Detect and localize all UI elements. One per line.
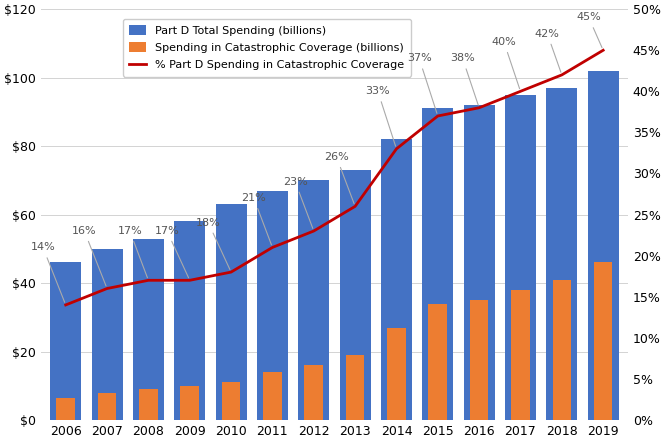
- Bar: [553, 280, 571, 420]
- Bar: [346, 355, 364, 420]
- % Part D Spending in Catastrophic Coverage: [517, 89, 525, 94]
- Bar: [139, 389, 158, 420]
- % Part D Spending in Catastrophic Coverage: [558, 72, 566, 77]
- Text: 45%: 45%: [577, 12, 602, 48]
- % Part D Spending in Catastrophic Coverage: [103, 286, 111, 291]
- Bar: [305, 365, 323, 420]
- Text: 23%: 23%: [283, 177, 313, 229]
- Text: 37%: 37%: [407, 53, 437, 113]
- % Part D Spending in Catastrophic Coverage: [227, 270, 235, 275]
- % Part D Spending in Catastrophic Coverage: [599, 48, 607, 53]
- Bar: [133, 239, 164, 420]
- % Part D Spending in Catastrophic Coverage: [186, 278, 194, 283]
- Text: 38%: 38%: [450, 53, 478, 105]
- % Part D Spending in Catastrophic Coverage: [392, 146, 400, 152]
- Bar: [470, 300, 488, 420]
- Bar: [387, 328, 406, 420]
- Text: 17%: 17%: [155, 226, 189, 278]
- % Part D Spending in Catastrophic Coverage: [62, 302, 70, 308]
- Bar: [505, 95, 536, 420]
- % Part D Spending in Catastrophic Coverage: [144, 278, 152, 283]
- Bar: [464, 105, 495, 420]
- Bar: [215, 204, 247, 420]
- Text: 16%: 16%: [72, 226, 106, 286]
- Bar: [50, 263, 81, 420]
- Bar: [340, 170, 370, 420]
- % Part D Spending in Catastrophic Coverage: [475, 105, 483, 110]
- Bar: [257, 191, 288, 420]
- Bar: [594, 263, 612, 420]
- Bar: [422, 108, 454, 420]
- Text: 21%: 21%: [241, 193, 271, 245]
- Text: 42%: 42%: [535, 29, 561, 72]
- Bar: [180, 386, 199, 420]
- Text: 14%: 14%: [31, 242, 65, 302]
- Bar: [263, 372, 282, 420]
- Bar: [299, 180, 329, 420]
- Text: 40%: 40%: [491, 37, 519, 89]
- Bar: [588, 71, 618, 420]
- Text: 18%: 18%: [196, 218, 230, 270]
- Bar: [547, 88, 577, 420]
- % Part D Spending in Catastrophic Coverage: [434, 113, 442, 118]
- Bar: [381, 139, 412, 420]
- Text: 26%: 26%: [324, 152, 354, 204]
- Bar: [174, 221, 205, 420]
- % Part D Spending in Catastrophic Coverage: [269, 245, 277, 250]
- Legend: Part D Total Spending (billions), Spending in Catastrophic Coverage (billions), : Part D Total Spending (billions), Spendi…: [123, 19, 411, 77]
- Bar: [98, 392, 116, 420]
- Bar: [428, 304, 447, 420]
- Bar: [222, 382, 240, 420]
- Bar: [57, 398, 75, 420]
- Line: % Part D Spending in Catastrophic Coverage: % Part D Spending in Catastrophic Covera…: [66, 50, 603, 305]
- Bar: [92, 249, 122, 420]
- Bar: [511, 290, 530, 420]
- Text: 33%: 33%: [366, 86, 396, 146]
- % Part D Spending in Catastrophic Coverage: [351, 204, 359, 209]
- Text: 17%: 17%: [118, 226, 148, 278]
- % Part D Spending in Catastrophic Coverage: [310, 229, 318, 234]
